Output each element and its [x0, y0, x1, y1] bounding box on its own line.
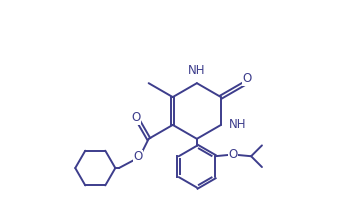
Text: O: O [228, 148, 238, 161]
Text: O: O [242, 72, 251, 85]
Text: O: O [131, 111, 140, 124]
Text: NH: NH [188, 64, 205, 77]
Text: NH: NH [228, 118, 246, 131]
Text: O: O [133, 151, 143, 163]
